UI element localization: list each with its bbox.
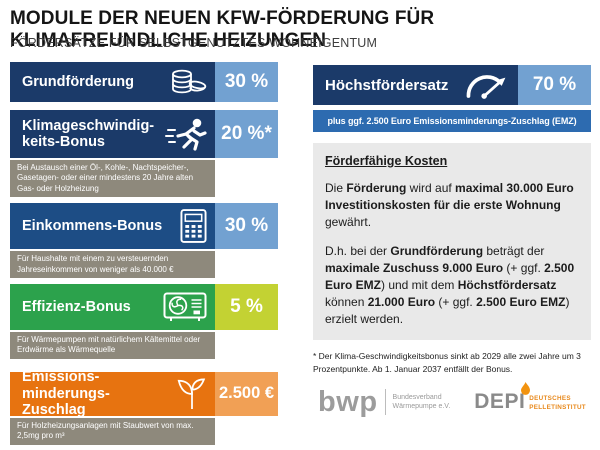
emz-strip: plus ggf. 2.500 Euro Emissionsminderungs… [313,110,591,132]
module-label: Effizienz-Bonus [22,298,131,315]
page-subtitle: FÖRDERSÄTZE FÜR SELBSTGENUTZTES WOHNEIGE… [10,36,378,50]
depi-logo: DEPI DEUTSCHES PELLETINSTITUT [474,382,586,414]
module-label: Grundförderung [22,73,134,90]
coins-icon [169,66,207,98]
seedling-icon [177,376,207,412]
bwp-logo-divider [384,389,386,416]
bwp-logo: bwp Bundesverband Wärmepumpe e.V. [318,385,451,418]
module-label: Emissions-minderungs-Zuschlag [22,369,110,418]
info-paragraph-2: D.h. bei der Grundförderung beträgt der … [325,244,575,327]
page-title: MODULE DER NEUEN KFW-FÖRDERUNG FÜR KLIMA… [10,8,435,51]
hoechstfoerdersatz-value: 70 % [518,65,591,105]
module-note: Für Haushalte mit einem zu versteuernden… [10,251,215,278]
module-row-klimageschwindigkeits-bonus: Klimageschwindig-keits-Bonus [10,110,278,158]
module-note: Für Wärmepumpen mit natürlichem Kältemit… [10,331,215,359]
module-row-emissions-minderungs-zuschlag: Emissions-minderungs-Zuschlag 2.500 € [10,369,278,418]
calculator-icon [180,208,207,244]
bwp-caption: Bundesverband Wärmepumpe e.V. [392,393,451,411]
module-value: 30 % [215,203,278,250]
depi-caption: DEUTSCHES PELLETINSTITUT [529,395,586,411]
module-row-grundfoerderung: Grundförderung 30 % [10,62,278,102]
heat-pump-icon [163,290,207,323]
module-value: 5 % [215,283,278,330]
module-label-box: Klimageschwindig-keits-Bonus [10,110,215,158]
depi-wordmark: DEPI [474,390,526,414]
summary-column: Höchstfördersatz 70 % plus ggf. 2.500 Eu… [313,65,591,417]
module-label-box: Effizienz-Bonus [10,283,215,330]
hoechstfoerdersatz-label: Höchstfördersatz [325,76,449,94]
info-box-heading: Förderfähige Kosten [325,154,448,168]
hoechstfoerdersatz-row: Höchstfördersatz 70 % [313,65,591,105]
logos-row: bwp Bundesverband Wärmepumpe e.V. DEPI D… [313,382,591,418]
module-value: 20 %* [215,110,278,158]
module-row-effizienz-bonus: Effizienz-Bonus [10,283,278,330]
flame-icon [521,382,531,400]
module-row-einkommens-bonus: Einkommens-Bonus 30 % [10,203,278,250]
module-value: 2.500 € [215,371,278,416]
module-label-box: Grundförderung [10,62,215,102]
modules-column: Grundförderung 30 % Klimageschwindig-k [10,62,278,445]
footnote: * Der Klima-Geschwindigkeitsbonus sinkt … [313,351,581,374]
info-paragraph-1: Die Förderung wird auf maximal 30.000 Eu… [325,181,574,230]
bwp-wordmark: bwp [318,385,378,418]
module-label: Einkommens-Bonus [22,218,163,235]
module-label: Klimageschwindig-keits-Bonus [22,117,155,150]
module-note: Bei Austausch einer Öl-, Kohle-, Nachtsp… [10,160,215,198]
gauge-icon [462,71,510,99]
runner-icon [165,117,207,151]
module-value: 30 % [215,62,278,102]
module-label-box: Emissions-minderungs-Zuschlag [10,369,215,418]
module-note: Für Holzheizungsanlagen mit Staubwert vo… [10,417,215,445]
hoechstfoerdersatz-label-box: Höchstfördersatz [313,65,518,105]
module-label-box: Einkommens-Bonus [10,203,215,250]
info-box: Förderfähige Kosten Die Förderung wird a… [313,143,591,341]
